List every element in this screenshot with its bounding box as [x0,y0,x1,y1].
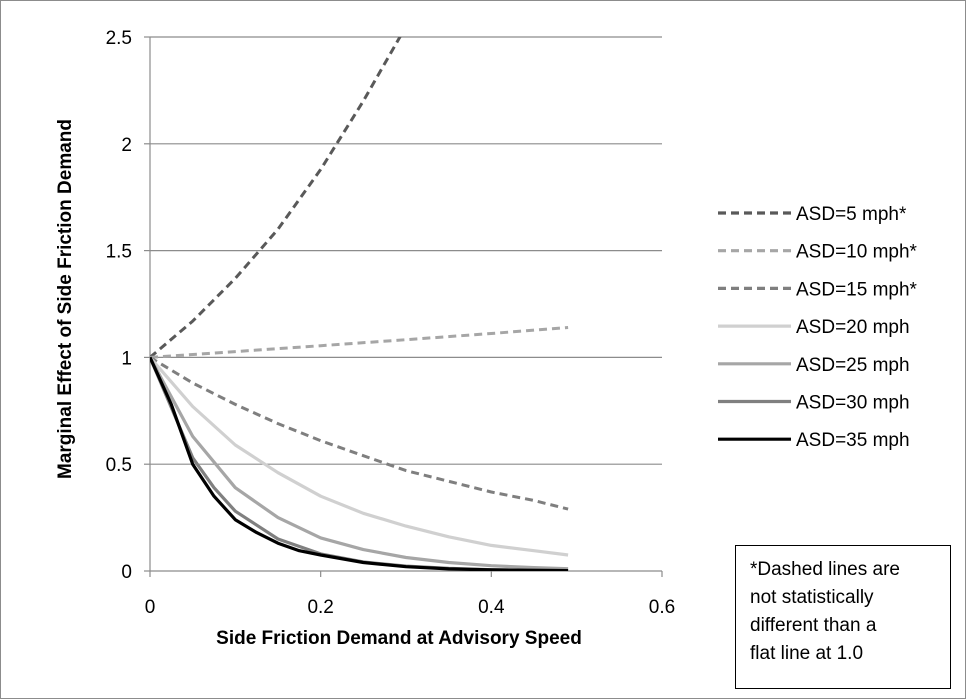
y-tick-label: 1 [121,348,132,369]
annotation-line: not statistically [750,587,874,608]
x-tick-label: 0.6 [649,597,675,618]
legend: ASD=5 mph* ASD=10 mph* ASD=15 mph* ASD=20 m… [718,204,918,451]
axes [144,36,663,577]
annotation-line: different than a [750,615,877,636]
series-line [150,356,569,511]
series-line [150,326,569,359]
annotation-box: *Dashed lines are not statistically diff… [735,545,951,689]
gridlines [150,36,662,465]
series-line [150,356,569,571]
legend-label: ASD=35 mph [796,430,910,451]
legend-label: ASD=5 mph* [796,204,907,225]
series-line [150,356,569,571]
y-tick-label: 1.5 [106,242,132,263]
y-tick-label: 2.5 [106,28,132,49]
annotation-line: *Dashed lines are [750,559,900,580]
series-lines [150,37,569,571]
legend-label: ASD=10 mph* [796,242,918,263]
y-tick-label: 2 [121,135,132,156]
series-line [150,37,402,359]
legend-label: ASD=30 mph [796,393,910,414]
tick-labels: 0 0.5 1 1.5 2 2.5 0 0.2 0.4 0.6 [106,28,676,618]
x-tick-label: 0.2 [307,597,333,618]
annotation-line: flat line at 1.0 [750,643,864,664]
legend-label: ASD=20 mph [796,317,910,338]
series-line [150,356,569,557]
y-axis-title: Marginal Effect of Side Friction Demand [55,119,76,479]
y-tick-label: 0.5 [106,455,132,476]
x-axis-title: Side Friction Demand at Advisory Speed [216,628,582,649]
legend-label: ASD=15 mph* [796,279,918,300]
x-tick-label: 0.4 [478,597,505,618]
legend-label: ASD=25 mph [796,355,910,376]
y-tick-label: 0 [121,562,132,583]
x-tick-label: 0 [145,597,156,618]
